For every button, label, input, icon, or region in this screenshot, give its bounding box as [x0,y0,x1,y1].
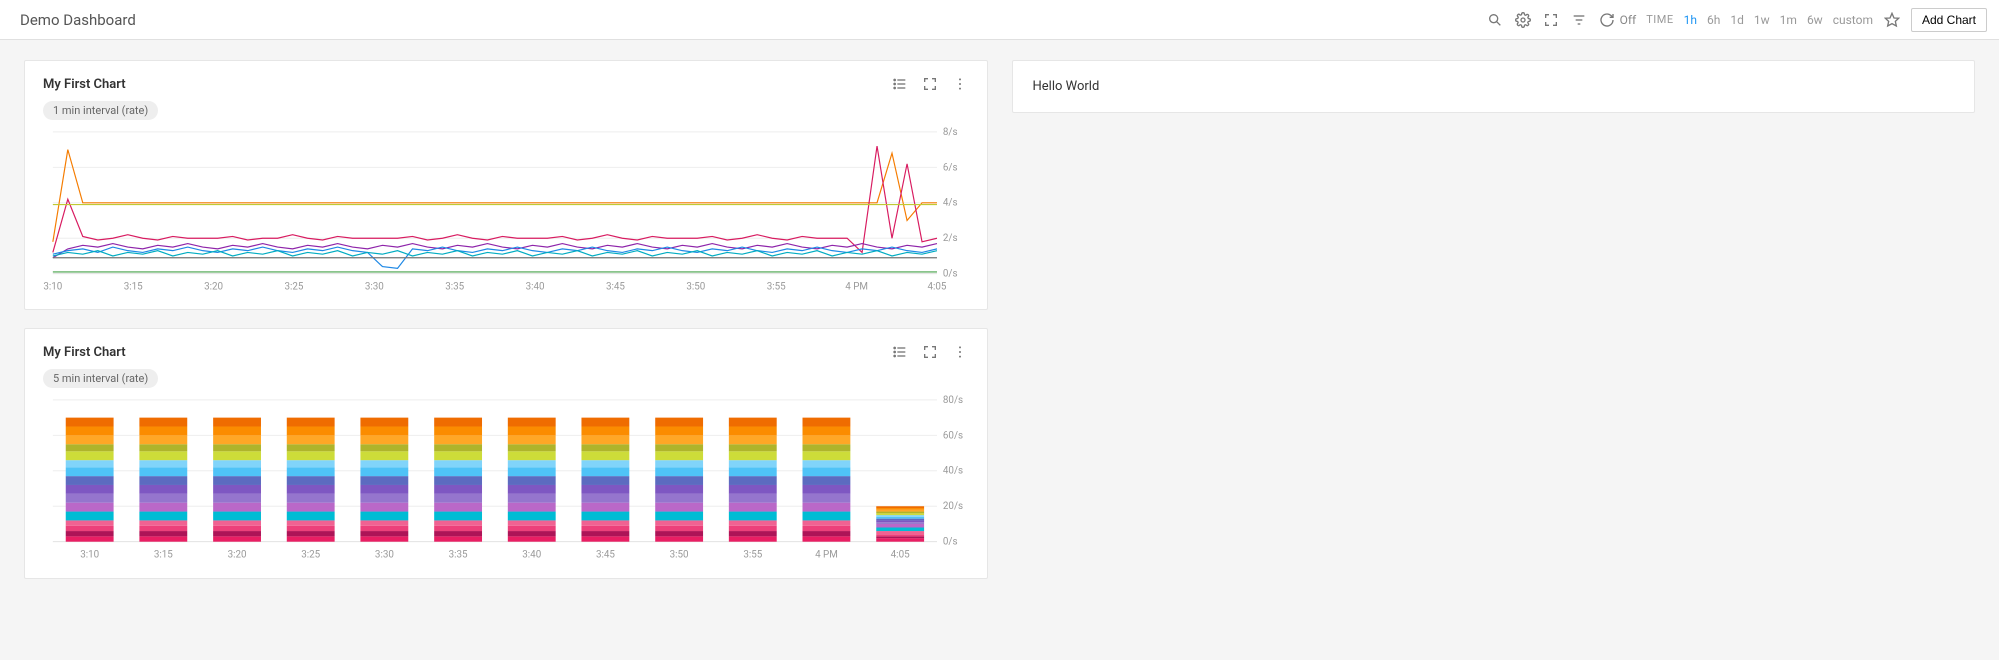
svg-text:0/s: 0/s [943,537,958,548]
svg-text:3:15: 3:15 [124,281,143,292]
dashboard-title: Demo Dashboard [20,11,136,29]
svg-text:3:50: 3:50 [686,281,705,292]
text-panel: Hello World [1012,60,1976,113]
svg-text:3:55: 3:55 [767,281,786,292]
svg-text:3:50: 3:50 [670,550,689,561]
time-option-1m[interactable]: 1m [1780,13,1797,27]
svg-text:3:55: 3:55 [743,550,762,561]
svg-text:8/s: 8/s [943,127,958,138]
expand-icon[interactable] [921,75,939,93]
chart-title: My First Chart [43,77,126,92]
time-option-custom[interactable]: custom [1833,13,1873,27]
more-icon[interactable] [951,343,969,361]
svg-text:4/s: 4/s [943,198,958,209]
time-option-6w[interactable]: 6w [1807,13,1823,27]
svg-text:60/s: 60/s [943,431,963,442]
chart-title: My First Chart [43,345,126,360]
chart-panel-1: My First Chart 1 min interval (rate) 0/s… [24,60,988,310]
svg-text:3:25: 3:25 [285,281,304,292]
time-option-1w[interactable]: 1w [1754,13,1770,27]
svg-text:3:45: 3:45 [606,281,625,292]
line-chart[interactable]: 0/s 2/s 4/s 6/s 8/s 3:10 3:15 3:20 3:25 3:30 3:35 3… [43,126,969,293]
svg-text:3:35: 3:35 [445,281,464,292]
time-option-1d[interactable]: 1d [1730,13,1744,27]
left-column: My First Chart 1 min interval (rate) 0/s… [24,60,988,579]
topbar-actions: Off TIME 1h 6h 1d 1w 1m 6w custom Add Chart [1486,8,1987,32]
chart-panel-2: My First Chart 5 min interval (rate) 0/s… [24,328,988,578]
svg-text:3:20: 3:20 [228,550,247,561]
interval-badge: 1 min interval (rate) [43,101,158,120]
svg-text:3:40: 3:40 [522,550,541,561]
svg-text:3:30: 3:30 [365,281,384,292]
svg-text:6/s: 6/s [943,162,958,173]
legend-icon[interactable] [891,343,909,361]
svg-text:3:10: 3:10 [80,550,99,561]
time-option-6h[interactable]: 6h [1707,13,1720,27]
svg-text:4:05: 4:05 [928,281,947,292]
svg-text:4 PM: 4 PM [815,550,838,561]
svg-text:3:15: 3:15 [154,550,173,561]
add-chart-button[interactable]: Add Chart [1911,8,1987,32]
filter-icon[interactable] [1570,11,1588,29]
svg-text:40/s: 40/s [943,466,963,477]
legend-icon[interactable] [891,75,909,93]
gear-icon[interactable] [1514,11,1532,29]
svg-text:4 PM: 4 PM [845,281,868,292]
dashboard-body: My First Chart 1 min interval (rate) 0/s… [0,40,1999,599]
svg-text:80/s: 80/s [943,395,963,406]
time-option-1h[interactable]: 1h [1684,13,1697,27]
svg-text:20/s: 20/s [943,502,963,513]
star-icon[interactable] [1883,11,1901,29]
svg-text:2/s: 2/s [943,233,958,244]
time-label: TIME [1646,13,1673,26]
search-icon[interactable] [1486,11,1504,29]
svg-text:3:45: 3:45 [596,550,615,561]
svg-text:3:40: 3:40 [526,281,545,292]
svg-text:3:10: 3:10 [43,281,62,292]
svg-text:0/s: 0/s [943,269,958,280]
topbar: Demo Dashboard Off TIME 1h 6h 1d 1w 1m 6w cust… [0,0,1999,40]
svg-text:4:05: 4:05 [891,550,910,561]
fullscreen-icon[interactable] [1542,11,1560,29]
refresh-icon[interactable] [1598,11,1616,29]
svg-text:3:20: 3:20 [204,281,223,292]
svg-text:3:35: 3:35 [449,550,468,561]
svg-text:3:25: 3:25 [301,550,320,561]
expand-icon[interactable] [921,343,939,361]
stacked-bar-chart[interactable]: 0/s 20/s 40/s 60/s 80/s 3:10 3:15 3:20 3:25 3:30 3… [43,394,969,561]
time-range-picker: 1h 6h 1d 1w 1m 6w custom [1684,13,1873,27]
text-panel-content: Hello World [1033,79,1955,94]
more-icon[interactable] [951,75,969,93]
svg-text:3:30: 3:30 [375,550,394,561]
refresh-state: Off [1620,13,1637,27]
interval-badge: 5 min interval (rate) [43,369,158,388]
